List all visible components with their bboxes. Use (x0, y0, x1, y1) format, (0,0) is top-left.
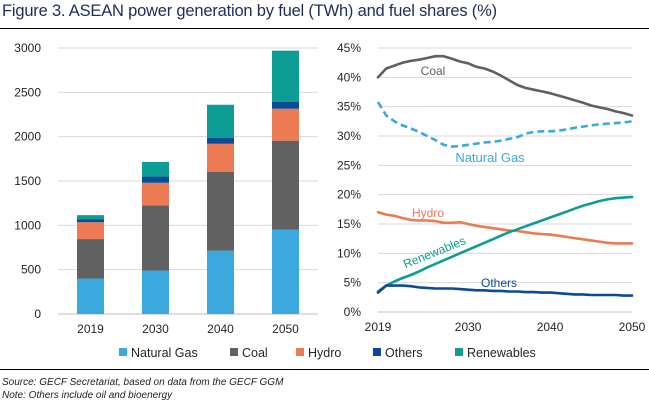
bar-segment-others (207, 137, 234, 144)
line-x-tick-label: 2030 (455, 320, 482, 334)
bar-segment-coal (207, 171, 234, 251)
bar-x-tick-label: 2040 (207, 322, 234, 336)
line-series-hydro (376, 211, 634, 245)
line-series-coal (376, 54, 634, 117)
line-x-tick-label: 2040 (537, 320, 564, 334)
bar-segment-others (77, 219, 104, 223)
bar-segment-renewables (142, 161, 169, 177)
line-y-tick-label: 0% (344, 305, 362, 319)
legend-divider (0, 369, 649, 370)
bar-y-tick-label: 2000 (14, 130, 41, 144)
bar-segment-renewables (207, 104, 234, 138)
line-series-natural-gas (376, 101, 633, 148)
line-y-tick-label: 15% (337, 217, 361, 231)
bar-segment-renewables (77, 215, 104, 220)
bar-segment-natural-gas (272, 229, 299, 314)
bar-segment-hydro (77, 222, 104, 240)
line-y-tick-label: 45% (337, 41, 361, 55)
title-divider (0, 28, 649, 29)
bar-y-tick-label: 2500 (14, 85, 41, 99)
bar-y-tick-label: 500 (21, 263, 41, 277)
line-y-tick-label: 25% (337, 158, 361, 172)
bar-x-tick-label: 2019 (77, 322, 104, 336)
bar-x-tick-label: 2030 (142, 322, 169, 336)
bar-segment-hydro (207, 143, 234, 172)
legend-label: Natural Gas (131, 346, 198, 360)
legend-label: Hydro (308, 346, 341, 360)
line-x-tick-label: 2019 (365, 320, 392, 334)
line-y-tick-label: 35% (337, 100, 361, 114)
line-series-label: Coal (421, 64, 446, 78)
bar-segment-renewables (272, 50, 299, 102)
line-y-tick-label: 40% (337, 70, 361, 84)
bar-segment-hydro (272, 108, 299, 141)
legend-swatch-coal (230, 348, 238, 356)
bar-y-tick-label: 3000 (14, 41, 41, 55)
bar-segment-hydro (142, 182, 169, 206)
bar-y-tick-label: 1500 (14, 174, 41, 188)
line-series-label: Natural Gas (455, 150, 525, 165)
line-y-tick-label: 10% (337, 246, 361, 260)
line-y-tick-label: 5% (344, 276, 362, 290)
legend-swatch-hydro (296, 348, 304, 356)
line-series-renewables (376, 195, 634, 293)
bar-segment-coal (272, 140, 299, 230)
line-series-label: Hydro (412, 206, 444, 220)
note-text: Note: Others include oil and bioenergy (2, 390, 173, 401)
bar-segment-others (142, 176, 169, 183)
line-y-tick-label: 30% (337, 129, 361, 143)
bar-y-tick-label: 1000 (14, 218, 41, 232)
line-series-others (376, 284, 634, 297)
legend-label: Others (385, 346, 423, 360)
legend-label: Renewables (467, 346, 536, 360)
bar-segment-coal (142, 205, 169, 271)
legend-label: Coal (242, 346, 268, 360)
line-y-tick-label: 20% (337, 188, 361, 202)
source-text: Source: GECF Secretariat, based on data … (2, 377, 284, 388)
bar-segment-natural-gas (142, 270, 169, 314)
bar-segment-natural-gas (77, 278, 104, 314)
bar-y-tick-label: 0 (34, 307, 41, 321)
bar-segment-natural-gas (207, 250, 234, 314)
bar-segment-coal (77, 239, 104, 279)
legend-swatch-renewables (455, 348, 463, 356)
line-series-label: Others (481, 276, 517, 290)
figure-title: Figure 3. ASEAN power generation by fuel… (2, 2, 497, 20)
legend-swatch-natural-gas (119, 348, 127, 356)
bar-x-tick-label: 2050 (272, 322, 299, 336)
line-x-tick-label: 2050 (619, 320, 646, 334)
bar-segment-others (272, 101, 299, 109)
legend-swatch-others (373, 348, 381, 356)
